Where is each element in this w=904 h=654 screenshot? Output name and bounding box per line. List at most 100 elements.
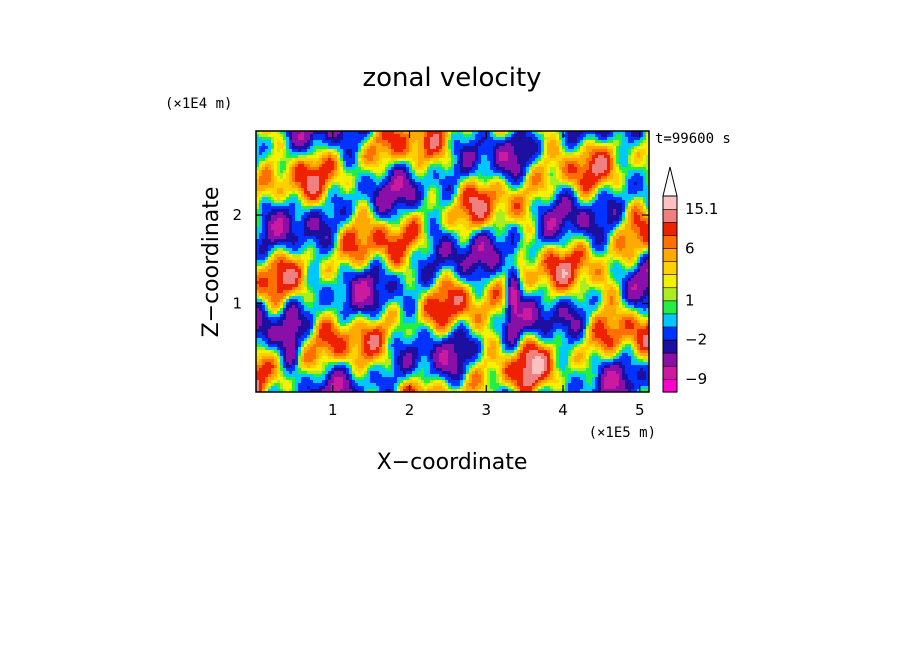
heatmap-cell	[256, 191, 260, 195]
heatmap-cell	[361, 173, 365, 177]
heatmap-cell	[268, 170, 272, 174]
heatmap-cell	[280, 149, 284, 153]
heatmap-cell	[427, 179, 431, 183]
heatmap-cell	[556, 161, 560, 165]
heatmap-cell	[532, 137, 536, 141]
heatmap-cell	[640, 194, 644, 198]
heatmap-cell	[370, 221, 374, 225]
heatmap-cell	[604, 152, 608, 156]
heatmap-cell	[496, 191, 500, 195]
heatmap-cell	[475, 134, 479, 138]
heatmap-cell	[274, 239, 278, 243]
heatmap-cell	[463, 218, 467, 222]
heatmap-cell	[421, 134, 425, 138]
heatmap-cell	[544, 209, 548, 213]
heatmap-cell	[298, 158, 302, 162]
heatmap-cell	[508, 167, 512, 171]
heatmap-cell	[394, 185, 398, 189]
heatmap-cell	[607, 191, 611, 195]
heatmap-cell	[499, 140, 503, 144]
heatmap-cell	[505, 200, 509, 204]
heatmap-cell	[262, 239, 266, 243]
heatmap-cell	[307, 140, 311, 144]
heatmap-cell	[256, 233, 260, 237]
heatmap-cell	[283, 149, 287, 153]
heatmap-cell	[385, 149, 389, 153]
heatmap-cell	[367, 170, 371, 174]
heatmap-cell	[484, 224, 488, 228]
heatmap-cell	[409, 173, 413, 177]
heatmap-cell	[337, 137, 341, 141]
heatmap-cell	[490, 137, 494, 141]
heatmap-cell	[589, 143, 593, 147]
heatmap-cell	[589, 197, 593, 201]
heatmap-cell	[424, 167, 428, 171]
heatmap-cell	[382, 173, 386, 177]
heatmap-cell	[577, 173, 581, 177]
heatmap-cell	[604, 239, 608, 243]
heatmap-cell	[346, 203, 350, 207]
heatmap-cell	[298, 164, 302, 168]
heatmap-cell	[490, 164, 494, 168]
heatmap-cell	[388, 137, 392, 141]
heatmap-cell	[592, 236, 596, 240]
heatmap-cell	[325, 224, 329, 228]
heatmap-cell	[388, 149, 392, 153]
heatmap-cell	[289, 167, 293, 171]
heatmap-cell	[421, 233, 425, 237]
heatmap-cell	[286, 140, 290, 144]
heatmap-cell	[532, 197, 536, 201]
heatmap-cell	[346, 143, 350, 147]
heatmap-cell	[358, 158, 362, 162]
heatmap-cell	[646, 242, 649, 246]
heatmap-cell	[322, 227, 326, 231]
heatmap-cell	[445, 137, 449, 141]
heatmap-cell	[421, 137, 425, 141]
heatmap-cell	[634, 230, 638, 234]
heatmap-cell	[277, 173, 281, 177]
heatmap-cell	[550, 212, 554, 216]
heatmap-cell	[406, 140, 410, 144]
heatmap-cell	[496, 194, 500, 198]
heatmap-cell	[391, 179, 395, 183]
heatmap-cell	[469, 212, 473, 216]
heatmap-cell	[526, 131, 530, 135]
heatmap-cell	[589, 209, 593, 213]
heatmap-cell	[472, 155, 476, 159]
heatmap-cell	[427, 221, 431, 225]
heatmap-cell	[517, 212, 521, 216]
heatmap-cell	[508, 161, 512, 165]
heatmap-cell	[385, 200, 389, 204]
heatmap-cell	[406, 158, 410, 162]
heatmap-cell	[256, 188, 260, 192]
heatmap-cell	[562, 137, 566, 141]
heatmap-cell	[271, 134, 275, 138]
heatmap-cell	[304, 173, 308, 177]
heatmap-cell	[337, 143, 341, 147]
heatmap-cell	[628, 176, 632, 180]
heatmap-cell	[289, 179, 293, 183]
heatmap-cell	[349, 146, 353, 150]
heatmap-cell	[430, 155, 434, 159]
heatmap-cell	[448, 236, 452, 240]
heatmap-cell	[304, 227, 308, 231]
heatmap-cell	[361, 224, 365, 228]
heatmap-cell	[364, 236, 368, 240]
heatmap-cell	[517, 173, 521, 177]
heatmap-cell	[511, 179, 515, 183]
heatmap-cell	[559, 215, 563, 219]
heatmap-cell	[268, 224, 272, 228]
heatmap-cell	[412, 215, 416, 219]
heatmap-cell	[598, 152, 602, 156]
heatmap-cell	[646, 236, 649, 240]
heatmap-cell	[550, 197, 554, 201]
heatmap-cell	[301, 179, 305, 183]
heatmap-cell	[475, 236, 479, 240]
heatmap-cell	[340, 143, 344, 147]
heatmap-cell	[298, 146, 302, 150]
heatmap-cell	[604, 191, 608, 195]
heatmap-cell	[370, 143, 374, 147]
heatmap-cell	[499, 170, 503, 174]
heatmap-cell	[469, 149, 473, 153]
heatmap-cell	[511, 143, 515, 147]
